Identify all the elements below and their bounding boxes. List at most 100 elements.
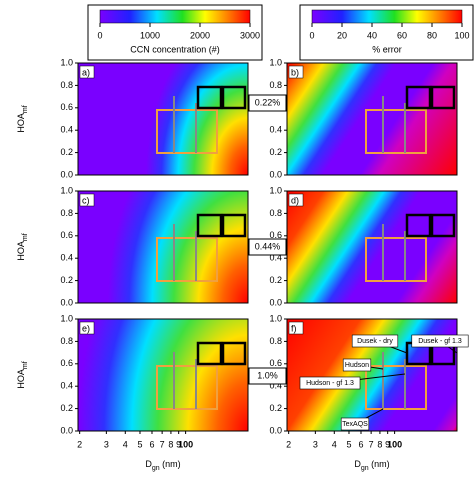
colorbar-tick-label: 100 (454, 30, 469, 40)
annotation: Dusek - gf 1.3 (418, 338, 462, 345)
y-label-sub: mf (22, 233, 29, 241)
y-label-sub: mf (22, 361, 29, 369)
x-label-main: D (354, 459, 361, 469)
panel-label: f) (291, 323, 297, 333)
y-tick-label: 0.8 (269, 336, 282, 346)
x-label-sub: gn (361, 465, 369, 472)
supersaturation-box (248, 94, 287, 112)
x-tick-label: 7 (160, 439, 165, 449)
panel-label: b) (291, 67, 299, 77)
black-box (196, 213, 223, 238)
colorbar-tick-label: 3000 (240, 30, 260, 40)
y-label-main: HOA (16, 113, 26, 133)
y-tick-label: 0.4 (269, 125, 282, 135)
x-tick-label: 100 (178, 439, 193, 449)
colorbar-tick-label: 20 (337, 30, 347, 40)
colorbar (311, 9, 463, 24)
y-tick-label: 1.0 (60, 185, 73, 195)
y-tick-label: 0.0 (60, 425, 73, 435)
colorbar-label: % error (372, 44, 402, 54)
x-axis-label: Dgn (nm) (145, 459, 180, 471)
panel-label: d) (291, 195, 299, 205)
y-axis-label: HOAmf (16, 105, 28, 132)
y-tick-label: 0.4 (269, 253, 282, 263)
colorbar-tick-label: 2000 (190, 30, 210, 40)
colorbar-tick-label: 0 (97, 30, 102, 40)
orange-box (156, 109, 218, 154)
x-tick-label: 6 (149, 439, 154, 449)
supersaturation-label: 0.22% (255, 97, 281, 107)
y-tick-label: 0.0 (60, 169, 73, 179)
black-box (196, 341, 223, 366)
black-box (430, 213, 456, 238)
plot-frame (286, 190, 458, 304)
measurement-overlay (365, 213, 456, 282)
panel-label-bg (288, 65, 304, 79)
supersaturation-box (248, 238, 287, 256)
panel-label-bg (79, 65, 95, 79)
annotation: Hudson (345, 362, 369, 369)
annotation-box (299, 376, 361, 390)
x-tick-label: 3 (313, 439, 318, 449)
x-label-rest: (nm) (160, 459, 181, 469)
y-tick-label: 0.8 (269, 80, 282, 90)
y-label-main: HOA (16, 369, 26, 389)
colorbar-tick-label: 0 (309, 30, 314, 40)
plot-frame (286, 62, 458, 176)
y-tick-label: 0.2 (60, 275, 73, 285)
y-label-main: HOA (16, 241, 26, 261)
measurement-overlay (156, 213, 247, 282)
y-tick-label: 0.2 (269, 147, 282, 157)
black-box (405, 213, 432, 238)
y-tick-label: 0.6 (269, 358, 282, 368)
black-box (196, 85, 223, 110)
x-tick-label: 2 (286, 439, 291, 449)
y-tick-label: 0.8 (269, 208, 282, 218)
y-tick-label: 0.0 (269, 169, 282, 179)
panel-label-bg (79, 193, 95, 207)
y-tick-label: 0.4 (60, 381, 73, 391)
black-box (430, 85, 456, 110)
x-tick-label: 3 (104, 439, 109, 449)
heatmap (287, 63, 457, 175)
x-tick-label: 4 (332, 439, 337, 449)
y-tick-label: 0.6 (60, 102, 73, 112)
y-label-sub: mf (22, 105, 29, 113)
y-tick-label: 0.0 (269, 425, 282, 435)
measurement-overlay (156, 341, 247, 410)
plot-frame (286, 318, 458, 432)
y-tick-label: 0.2 (269, 275, 282, 285)
panel-label-bg (288, 193, 304, 207)
heatmap (78, 63, 248, 175)
annotation-box (351, 334, 399, 348)
y-tick-label: 0.6 (60, 358, 73, 368)
panel-label: e) (82, 323, 90, 333)
panel-label-bg (79, 321, 95, 335)
heatmap (78, 191, 248, 303)
measurement-overlay (156, 85, 247, 154)
x-label-main: D (145, 459, 152, 469)
x-label-rest: (nm) (369, 459, 390, 469)
heatmap (78, 319, 248, 431)
orange-box (156, 365, 218, 410)
x-tick-label: 8 (168, 439, 173, 449)
plot-frame (77, 62, 249, 176)
annotation-box (342, 358, 372, 372)
orange-box (365, 237, 427, 282)
heatmap (287, 191, 457, 303)
supersaturation-box (248, 367, 287, 385)
y-tick-label: 0.2 (60, 403, 73, 413)
panel-label: c) (82, 195, 90, 205)
y-tick-label: 0.4 (60, 125, 73, 135)
panel-label-bg (288, 321, 304, 335)
x-tick-label: 5 (137, 439, 142, 449)
plot-frame (77, 318, 249, 432)
y-tick-label: 1.0 (269, 313, 282, 323)
y-tick-label: 0.2 (269, 403, 282, 413)
y-tick-label: 1.0 (60, 313, 73, 323)
annotation-box (411, 334, 469, 348)
annotation: Dusek - dry (357, 338, 393, 345)
y-tick-label: 1.0 (269, 57, 282, 67)
black-box (221, 213, 247, 238)
y-tick-label: 1.0 (269, 185, 282, 195)
